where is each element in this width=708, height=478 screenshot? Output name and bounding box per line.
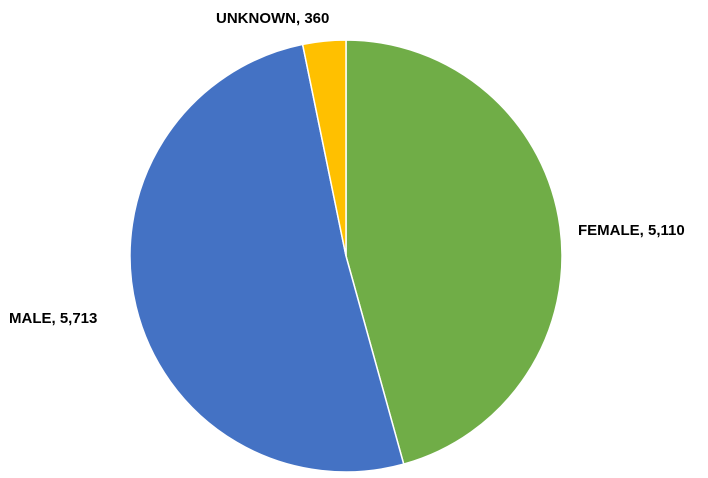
- pie-slice-female: [345, 39, 563, 466]
- slice-label-male: MALE, 5,713: [9, 310, 97, 327]
- pie-slice-unknown: [301, 39, 347, 257]
- pie-labels: FEMALE, 5,110 MALE, 5,713 UNKNOWN, 360: [9, 10, 685, 327]
- slice-label-unknown: UNKNOWN, 360: [216, 10, 329, 27]
- pie-slice-male: [129, 43, 405, 473]
- slice-label-female: FEMALE, 5,110: [578, 222, 685, 239]
- pie-slices: [129, 39, 563, 473]
